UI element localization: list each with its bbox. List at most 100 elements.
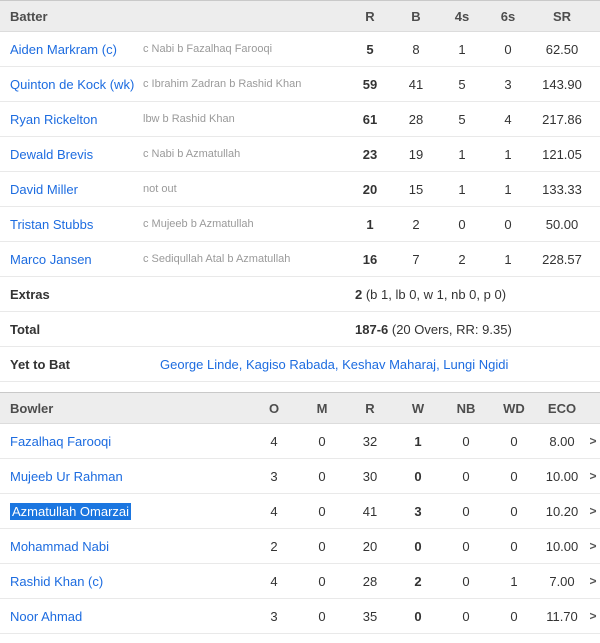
- runs-cell: 20: [362, 181, 378, 197]
- maidens-cell: 0: [318, 468, 326, 484]
- total-label: Total: [10, 321, 41, 337]
- batter-row: Ryan Rickelton lbw b Rashid Khan 61 28 5…: [0, 102, 600, 137]
- wides-cell: 0: [510, 468, 518, 484]
- batting-table: Batter R B 4s 6s SR Aiden Markram (c) c …: [0, 0, 600, 382]
- balls-cell: 2: [412, 216, 420, 232]
- sixes-cell: 1: [504, 251, 512, 267]
- overs-cell: 3: [270, 468, 278, 484]
- noballs-cell: 0: [462, 503, 470, 519]
- bowler-name-link[interactable]: Mujeeb Ur Rahman: [10, 468, 123, 484]
- economy-cell: 10.00: [545, 538, 579, 554]
- maidens-cell: 0: [318, 608, 326, 624]
- batter-name-link[interactable]: Ryan Rickelton: [10, 111, 98, 127]
- batter-name-link[interactable]: David Miller: [10, 181, 78, 197]
- balls-cell: 15: [408, 181, 424, 197]
- expand-chevron-icon[interactable]: >: [589, 539, 597, 553]
- overs-cell: 2: [270, 538, 278, 554]
- batter-name-link[interactable]: Tristan Stubbs: [10, 216, 94, 232]
- runs-cell: 5: [366, 41, 374, 57]
- dismissal-text: c Ibrahim Zadran b Rashid Khan: [143, 78, 302, 90]
- fours-cell: 0: [458, 216, 466, 232]
- bowling-header-maidens: M: [316, 400, 328, 416]
- runs-cell: 20: [362, 538, 378, 554]
- overs-cell: 4: [270, 433, 278, 449]
- bowling-header-wickets: W: [411, 400, 425, 416]
- expand-chevron-icon[interactable]: >: [589, 469, 597, 483]
- bowling-header-runs: R: [365, 400, 375, 416]
- yet-to-bat-row: Yet to Bat George Linde, Kagiso Rabada, …: [0, 347, 600, 382]
- sr-cell: 143.90: [542, 76, 582, 92]
- dismissal-text: c Nabi b Azmatullah: [143, 148, 241, 160]
- bowler-name-link[interactable]: Rashid Khan (c): [10, 573, 104, 589]
- expand-chevron-icon[interactable]: >: [589, 434, 597, 448]
- bowling-header-overs: O: [268, 400, 280, 416]
- dismissal-text: not out: [143, 183, 177, 195]
- dismissal-text: c Nabi b Fazalhaq Farooqi: [143, 43, 273, 55]
- bowler-row: Rashid Khan (c) 4 0 28 2 0 1 7.00 >: [0, 564, 600, 599]
- bowler-row: Fazalhaq Farooqi 4 0 32 1 0 0 8.00 >: [0, 424, 600, 459]
- economy-cell: 7.00: [549, 573, 575, 589]
- bowler-name-link[interactable]: Noor Ahmad: [10, 608, 83, 624]
- batter-name-link[interactable]: Quinton de Kock (wk): [10, 76, 135, 92]
- batting-header-batter: Batter: [10, 8, 48, 24]
- batter-row: Dewald Brevis c Nabi b Azmatullah 23 19 …: [0, 137, 600, 172]
- total-row: Total 187-6 (20 Overs, RR: 9.35): [0, 312, 600, 347]
- sr-cell: 121.05: [542, 146, 582, 162]
- bowler-row: Mohammad Nabi 2 0 20 0 0 0 10.00 >: [0, 529, 600, 564]
- economy-cell: 10.00: [545, 468, 579, 484]
- sixes-cell: 1: [504, 181, 512, 197]
- wickets-cell: 0: [414, 538, 422, 554]
- wides-cell: 0: [510, 538, 518, 554]
- balls-cell: 8: [412, 41, 420, 57]
- bowler-name-link[interactable]: Mohammad Nabi: [10, 538, 109, 554]
- wickets-cell: 0: [414, 468, 422, 484]
- wides-cell: 0: [510, 433, 518, 449]
- runs-cell: 61: [362, 111, 378, 127]
- expand-chevron-icon[interactable]: >: [589, 504, 597, 518]
- fours-cell: 5: [458, 76, 466, 92]
- bowler-row: Azmatullah Omarzai 4 0 41 3 0 0 10.20 >: [0, 494, 600, 529]
- fours-cell: 2: [458, 251, 466, 267]
- runs-cell: 1: [366, 216, 374, 232]
- batter-name-link[interactable]: Marco Jansen: [10, 251, 92, 267]
- noballs-cell: 0: [462, 468, 470, 484]
- dismissal-text: c Mujeeb b Azmatullah: [143, 218, 254, 230]
- wickets-cell: 2: [414, 573, 422, 589]
- batter-row: David Miller not out 20 15 1 1 133.33: [0, 172, 600, 207]
- expand-chevron-icon[interactable]: >: [589, 609, 597, 623]
- sixes-cell: 1: [504, 146, 512, 162]
- wickets-cell: 0: [414, 608, 422, 624]
- sr-cell: 133.33: [542, 181, 582, 197]
- extras-value: 2 (b 1, lb 0, w 1, nb 0, p 0): [355, 286, 507, 302]
- batter-name-link[interactable]: Aiden Markram (c): [10, 41, 117, 57]
- overs-cell: 3: [270, 608, 278, 624]
- overs-cell: 4: [270, 503, 278, 519]
- yet-to-bat-players-link[interactable]: George Linde, Kagiso Rabada, Keshav Maha…: [160, 356, 509, 372]
- batting-header-fours: 4s: [454, 8, 470, 24]
- runs-cell: 23: [362, 146, 378, 162]
- batter-name-link[interactable]: Dewald Brevis: [10, 146, 94, 162]
- fours-cell: 1: [458, 41, 466, 57]
- batting-header: Batter R B 4s 6s SR: [0, 0, 600, 32]
- batting-header-balls: B: [411, 8, 421, 24]
- batting-header-sr: SR: [552, 8, 572, 24]
- yet-to-bat-label: Yet to Bat: [10, 356, 70, 372]
- bowler-name-link[interactable]: Fazalhaq Farooqi: [10, 433, 112, 449]
- fours-cell: 5: [458, 111, 466, 127]
- batter-row: Marco Jansen c Sediqullah Atal b Azmatul…: [0, 242, 600, 277]
- expand-chevron-icon[interactable]: >: [589, 574, 597, 588]
- bowling-header-economy: ECO: [547, 400, 577, 416]
- sixes-cell: 0: [504, 41, 512, 57]
- bowler-name-link-selected[interactable]: Azmatullah Omarzai: [10, 502, 132, 520]
- sr-cell: 62.50: [545, 41, 579, 57]
- runs-cell: 28: [362, 573, 378, 589]
- batter-row: Quinton de Kock (wk) c Ibrahim Zadran b …: [0, 67, 600, 102]
- fours-cell: 1: [458, 146, 466, 162]
- bowling-header-bowler: Bowler: [10, 400, 54, 416]
- bowling-table: Bowler O M R W NB WD ECO Fazalhaq Farooq…: [0, 392, 600, 634]
- maidens-cell: 0: [318, 573, 326, 589]
- sixes-cell: 4: [504, 111, 512, 127]
- sixes-cell: 0: [504, 216, 512, 232]
- economy-cell: 8.00: [549, 433, 575, 449]
